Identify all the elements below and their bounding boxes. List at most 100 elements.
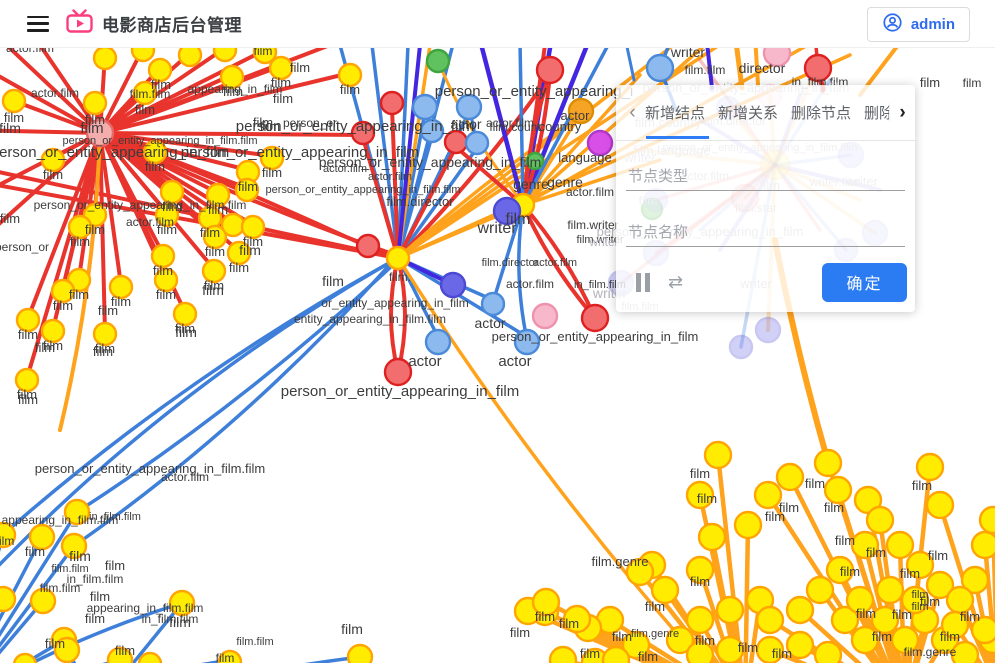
graph-node[interactable] [172,301,198,327]
graph-node[interactable] [50,278,76,304]
graph-node[interactable] [383,357,413,387]
graph-node[interactable] [754,316,782,344]
user-menu-button[interactable]: admin [866,7,970,42]
graph-node[interactable] [805,575,835,605]
graph-node[interactable] [567,97,595,125]
tabs-next-icon[interactable]: › [889,103,915,122]
graph-node[interactable] [697,522,727,552]
graph-node[interactable] [586,129,614,157]
graph-node[interactable] [28,523,56,551]
graph-node[interactable] [562,604,592,634]
graph-node[interactable] [40,318,66,344]
graph-node[interactable] [685,605,715,635]
graph-node[interactable] [531,302,559,330]
graph-node[interactable] [268,55,294,81]
graph-node[interactable] [830,605,860,635]
graph-node[interactable] [905,550,935,580]
graph-node[interactable] [845,585,875,615]
graph-node[interactable] [40,147,66,173]
graph-node[interactable] [142,139,168,165]
graph-node[interactable] [755,605,785,635]
graph-node[interactable] [168,589,196,617]
graph-node[interactable] [525,151,545,171]
graph-node[interactable] [411,93,439,121]
graph-node[interactable] [665,625,695,655]
graph-node[interactable] [870,605,900,635]
graph-node[interactable] [385,245,411,271]
graph-node[interactable] [850,625,880,655]
graph-node[interactable] [728,334,754,360]
graph-node[interactable] [439,271,467,299]
graph-node[interactable] [785,595,815,625]
graph-node[interactable] [0,521,17,549]
graph-node[interactable] [785,630,815,660]
graph-node[interactable] [226,240,252,266]
graph-node[interactable] [60,532,88,560]
graph-node[interactable] [205,182,231,208]
graph-node[interactable] [217,649,243,663]
graph-node[interactable] [970,530,995,560]
graph-node[interactable] [513,328,541,356]
graph-node[interactable] [890,625,920,655]
graph-node[interactable] [850,530,880,560]
graph-node[interactable] [685,555,715,585]
graph-node[interactable] [531,587,561,617]
graph-node[interactable] [15,307,41,333]
graph-node[interactable] [132,80,158,106]
graph-node[interactable] [63,498,91,526]
graph-node[interactable] [455,93,483,121]
graph-node[interactable] [753,480,783,510]
graph-node[interactable] [621,630,651,660]
graph-node[interactable] [234,177,260,203]
graph-node[interactable] [650,575,680,605]
graph-node[interactable] [159,179,185,205]
graph-node[interactable] [480,291,506,317]
tab-3[interactable]: 删除节点 [791,105,852,122]
graph-node[interactable] [580,303,610,333]
graph-node[interactable] [355,233,381,259]
graph-node[interactable] [775,462,805,492]
graph-node[interactable] [601,645,631,663]
graph-node[interactable] [425,48,451,74]
graph-node[interactable] [685,640,715,663]
graph-node[interactable] [259,145,285,171]
graph-node[interactable] [147,57,173,83]
graph-node[interactable] [548,645,578,663]
graph-node[interactable] [137,651,163,663]
graph-node[interactable] [29,587,57,615]
graph-node[interactable] [703,440,733,470]
graph-node[interactable] [535,55,565,85]
graph-node[interactable] [900,585,930,615]
graph-node[interactable] [92,321,118,347]
graph-node[interactable] [106,646,134,663]
graph-node[interactable] [755,635,785,663]
graph-node[interactable] [865,505,895,535]
swap-arrows-icon[interactable]: ⇄ [668,272,684,292]
graph-node[interactable] [419,118,445,144]
graph-node[interactable] [823,475,853,505]
pause-layout-icon[interactable] [636,272,650,292]
graph-node[interactable] [464,130,490,156]
graph-node[interactable] [201,258,227,284]
graph-node[interactable] [108,274,134,300]
graph-node[interactable] [92,45,118,71]
graph-node[interactable] [978,505,995,535]
graph-node[interactable] [960,565,990,595]
graph-node[interactable] [825,555,855,585]
graph-node[interactable] [154,202,180,228]
graph-node[interactable] [803,53,833,83]
tab-2[interactable]: 新增关系 [718,105,779,122]
graph-node[interactable] [53,636,81,663]
graph-node[interactable] [733,510,763,540]
graph-node[interactable] [350,120,376,146]
graph-node[interactable] [715,635,745,663]
graph-node[interactable] [925,570,955,600]
graph-node[interactable] [813,640,843,663]
graph-node[interactable] [14,367,40,393]
menu-toggle-icon[interactable] [27,15,49,32]
graph-node[interactable] [1,88,27,114]
graph-node[interactable] [950,640,980,663]
graph-node[interactable] [0,585,17,613]
graph-node[interactable] [625,557,655,587]
